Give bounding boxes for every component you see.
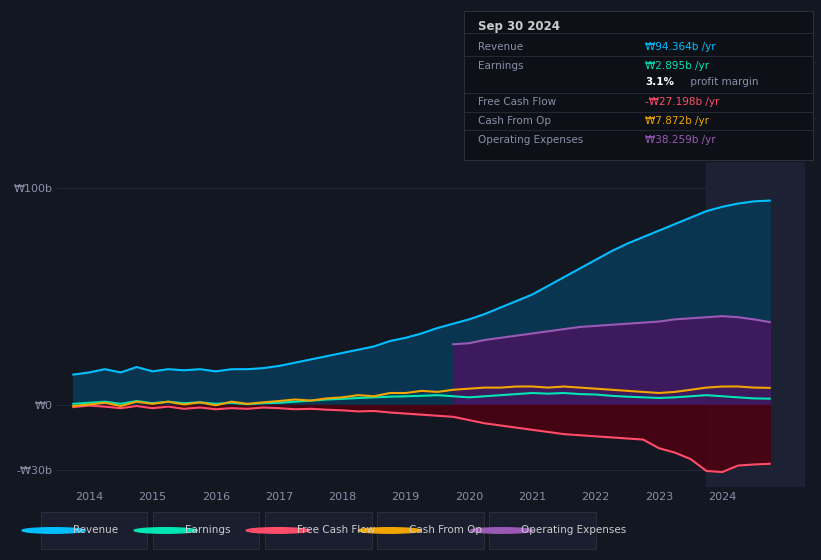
Text: profit margin: profit margin — [687, 77, 759, 87]
FancyBboxPatch shape — [154, 512, 259, 549]
Text: ₩38.259b /yr: ₩38.259b /yr — [645, 136, 716, 145]
Text: 3.1%: 3.1% — [645, 77, 674, 87]
FancyBboxPatch shape — [41, 512, 148, 549]
Text: Operating Expenses: Operating Expenses — [521, 525, 626, 535]
Text: Sep 30 2024: Sep 30 2024 — [478, 20, 560, 32]
Text: Cash From Op: Cash From Op — [409, 525, 482, 535]
Text: Operating Expenses: Operating Expenses — [478, 136, 583, 145]
Circle shape — [22, 528, 85, 533]
FancyBboxPatch shape — [489, 512, 596, 549]
Text: Cash From Op: Cash From Op — [478, 116, 551, 126]
FancyBboxPatch shape — [377, 512, 484, 549]
Circle shape — [134, 528, 197, 533]
Text: Free Cash Flow: Free Cash Flow — [478, 97, 556, 107]
Text: Earnings: Earnings — [478, 61, 523, 71]
Bar — [706, 162, 805, 487]
Text: -₩27.198b /yr: -₩27.198b /yr — [645, 97, 720, 107]
Text: Earnings: Earnings — [185, 525, 230, 535]
Circle shape — [358, 528, 421, 533]
FancyBboxPatch shape — [265, 512, 371, 549]
Text: ₩94.364b /yr: ₩94.364b /yr — [645, 42, 716, 52]
Circle shape — [470, 528, 534, 533]
Text: Revenue: Revenue — [73, 525, 117, 535]
Text: ₩2.895b /yr: ₩2.895b /yr — [645, 61, 709, 71]
Circle shape — [246, 528, 310, 533]
Text: Free Cash Flow: Free Cash Flow — [297, 525, 375, 535]
Text: Revenue: Revenue — [478, 42, 523, 52]
Text: ₩7.872b /yr: ₩7.872b /yr — [645, 116, 709, 126]
